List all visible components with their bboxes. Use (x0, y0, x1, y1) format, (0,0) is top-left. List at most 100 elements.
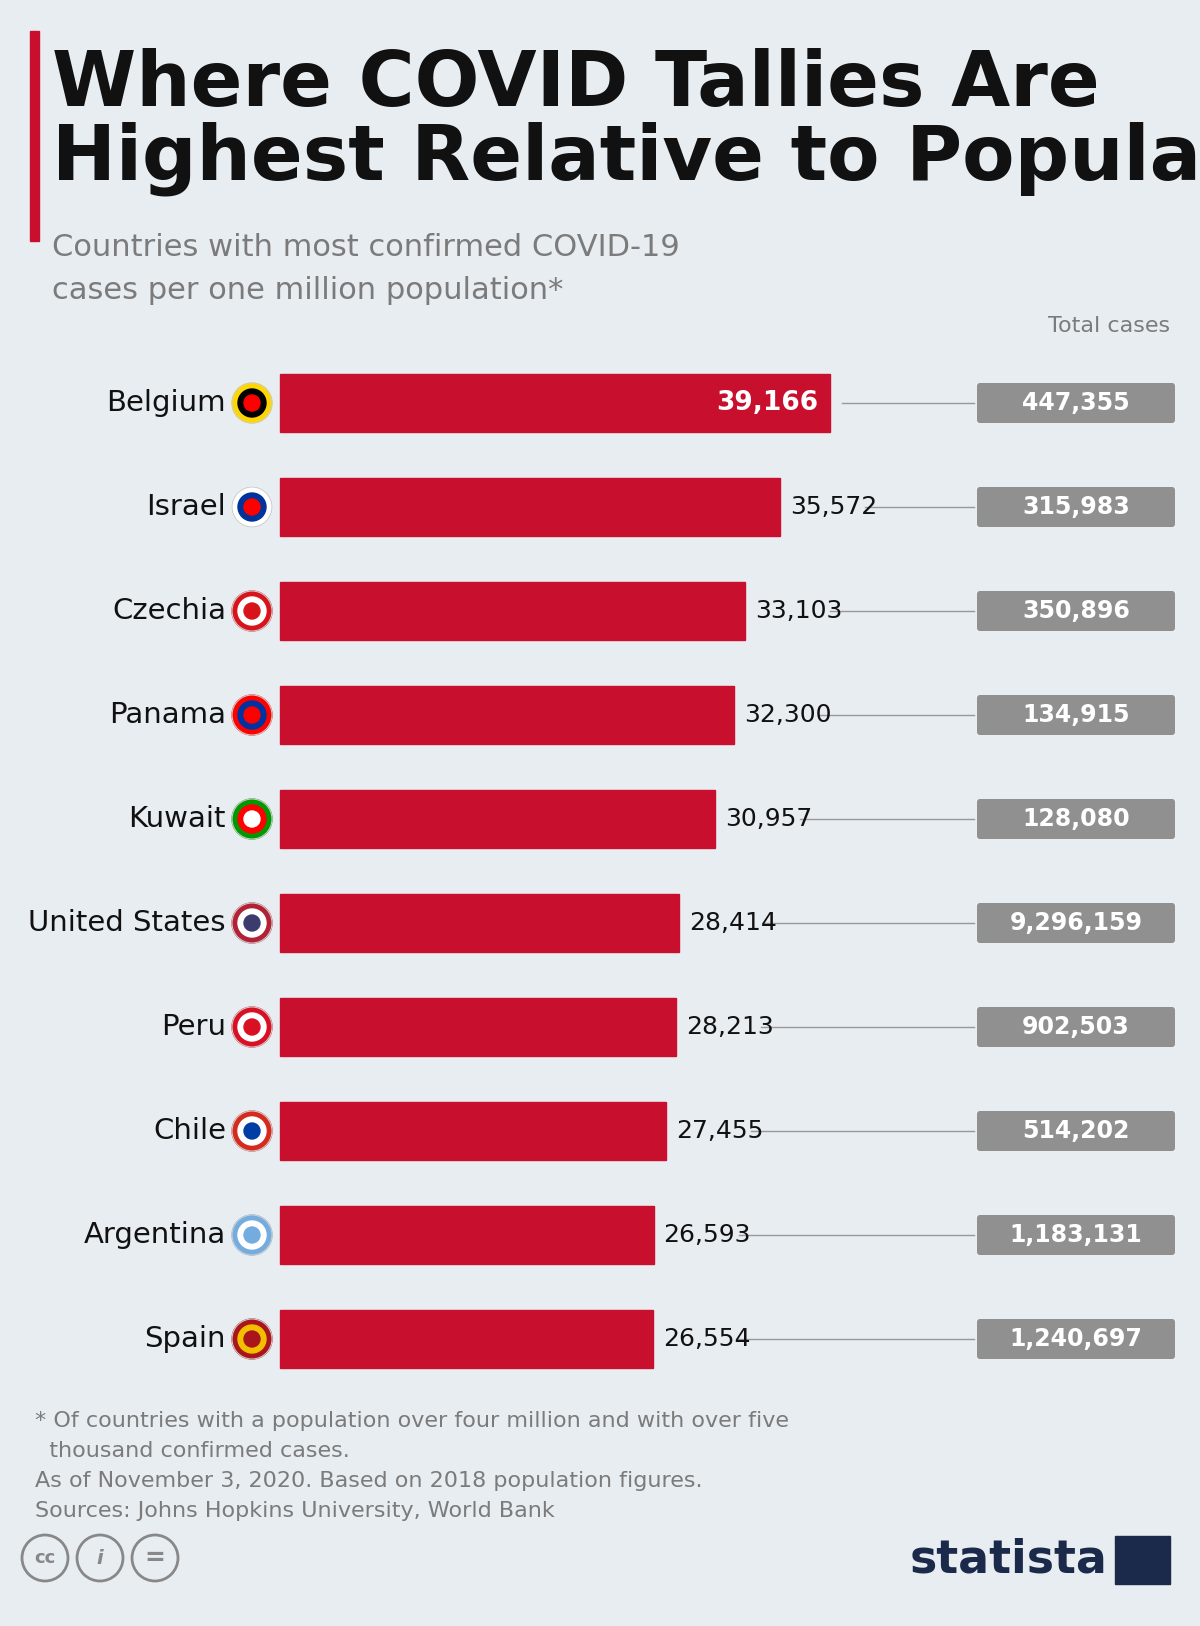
Text: * Of countries with a population over four million and with over five: * Of countries with a population over fo… (35, 1411, 790, 1431)
Text: Kuwait: Kuwait (128, 805, 226, 833)
Text: Highest Relative to Population: Highest Relative to Population (52, 120, 1200, 195)
Circle shape (244, 1228, 260, 1242)
Bar (30, 31, 38, 241)
Text: Spain: Spain (144, 1325, 226, 1353)
Bar (280, 1102, 666, 1159)
Text: 350,896: 350,896 (1022, 598, 1130, 623)
Text: 9,296,159: 9,296,159 (1009, 911, 1142, 935)
FancyBboxPatch shape (977, 902, 1175, 943)
Text: 514,202: 514,202 (1022, 1119, 1129, 1143)
Circle shape (238, 805, 266, 833)
Circle shape (238, 1013, 266, 1041)
FancyBboxPatch shape (977, 590, 1175, 631)
Text: 32,300: 32,300 (744, 702, 832, 727)
Circle shape (232, 798, 272, 839)
Text: 134,915: 134,915 (1022, 702, 1129, 727)
Text: thousand confirmed cases.: thousand confirmed cases. (35, 1441, 349, 1462)
Circle shape (232, 1215, 272, 1255)
Bar (280, 998, 677, 1055)
Text: 28,414: 28,414 (689, 911, 778, 935)
Text: 315,983: 315,983 (1022, 494, 1130, 519)
Circle shape (244, 499, 260, 515)
Text: 1,183,131: 1,183,131 (1009, 1223, 1142, 1247)
Text: Where COVID Tallies Are: Where COVID Tallies Are (52, 49, 1099, 122)
Text: Countries with most confirmed COVID-19
cases per one million population*: Countries with most confirmed COVID-19 c… (52, 233, 679, 304)
Text: 30,957: 30,957 (725, 806, 812, 831)
Text: Sources: Johns Hopkins University, World Bank: Sources: Johns Hopkins University, World… (35, 1501, 554, 1520)
Circle shape (232, 590, 272, 631)
Text: 902,503: 902,503 (1022, 1015, 1130, 1039)
Text: 128,080: 128,080 (1022, 806, 1130, 831)
Circle shape (232, 1111, 272, 1151)
Bar (280, 1206, 654, 1263)
FancyBboxPatch shape (977, 1319, 1175, 1359)
FancyBboxPatch shape (977, 1215, 1175, 1255)
Circle shape (232, 694, 272, 735)
Circle shape (244, 811, 260, 828)
Text: 39,166: 39,166 (716, 390, 818, 416)
Circle shape (232, 384, 272, 423)
Text: 27,455: 27,455 (676, 1119, 763, 1143)
Circle shape (232, 1319, 272, 1359)
Circle shape (232, 384, 272, 423)
Text: cc: cc (35, 1550, 55, 1567)
Circle shape (244, 1020, 260, 1036)
Text: 26,593: 26,593 (664, 1223, 751, 1247)
Bar (280, 686, 733, 745)
Circle shape (238, 701, 266, 728)
Text: United States: United States (29, 909, 226, 937)
Circle shape (244, 395, 260, 411)
FancyBboxPatch shape (977, 384, 1175, 423)
Circle shape (238, 493, 266, 520)
Bar (280, 374, 830, 433)
Text: 1,240,697: 1,240,697 (1009, 1327, 1142, 1351)
Text: Czechia: Czechia (112, 597, 226, 624)
Circle shape (238, 597, 266, 624)
Circle shape (232, 694, 272, 735)
Circle shape (232, 590, 272, 631)
Circle shape (232, 902, 272, 943)
Circle shape (232, 1006, 272, 1047)
FancyBboxPatch shape (977, 1006, 1175, 1047)
Circle shape (244, 1332, 260, 1346)
Circle shape (238, 1325, 266, 1353)
Bar (280, 894, 679, 951)
Circle shape (232, 488, 272, 527)
Text: i: i (97, 1548, 103, 1567)
Circle shape (232, 1006, 272, 1047)
Text: Israel: Israel (146, 493, 226, 520)
Circle shape (238, 1117, 266, 1145)
Text: 447,355: 447,355 (1022, 390, 1130, 415)
Circle shape (238, 1221, 266, 1249)
Text: 26,554: 26,554 (664, 1327, 750, 1351)
Circle shape (232, 1215, 272, 1255)
Circle shape (238, 389, 266, 416)
Text: Peru: Peru (161, 1013, 226, 1041)
FancyBboxPatch shape (977, 798, 1175, 839)
Text: statista: statista (910, 1538, 1108, 1582)
Circle shape (232, 902, 272, 943)
Text: Total cases: Total cases (1048, 315, 1170, 337)
FancyBboxPatch shape (977, 1111, 1175, 1151)
Text: 33,103: 33,103 (755, 598, 842, 623)
Text: =: = (144, 1546, 166, 1571)
Text: Argentina: Argentina (84, 1221, 226, 1249)
Bar (280, 478, 780, 537)
Circle shape (238, 909, 266, 937)
Bar (280, 582, 745, 641)
Text: Belgium: Belgium (107, 389, 226, 416)
Bar (1115, 1537, 1170, 1584)
Circle shape (244, 707, 260, 724)
Circle shape (232, 1319, 272, 1359)
Circle shape (232, 798, 272, 839)
Text: 28,213: 28,213 (686, 1015, 774, 1039)
Bar (280, 1311, 653, 1367)
Text: Chile: Chile (154, 1117, 226, 1145)
Circle shape (244, 603, 260, 620)
Circle shape (244, 1124, 260, 1138)
Text: As of November 3, 2020. Based on 2018 population figures.: As of November 3, 2020. Based on 2018 po… (35, 1472, 702, 1491)
Circle shape (232, 488, 272, 527)
FancyBboxPatch shape (977, 694, 1175, 735)
Text: Panama: Panama (109, 701, 226, 728)
Bar (280, 790, 715, 849)
